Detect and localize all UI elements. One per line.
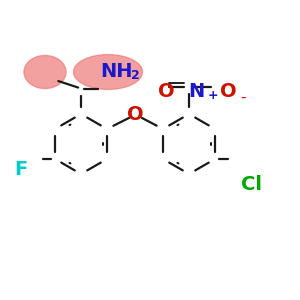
- Text: F: F: [14, 160, 27, 179]
- Text: O: O: [220, 82, 236, 101]
- Text: O: O: [127, 105, 144, 124]
- Ellipse shape: [24, 56, 66, 88]
- Ellipse shape: [74, 55, 142, 89]
- Text: -: -: [240, 90, 245, 105]
- Text: NH: NH: [100, 62, 133, 81]
- Text: 2: 2: [130, 69, 139, 82]
- Text: Cl: Cl: [242, 175, 262, 194]
- Text: N: N: [188, 82, 205, 101]
- Text: O: O: [158, 82, 175, 101]
- Text: +: +: [208, 89, 218, 103]
